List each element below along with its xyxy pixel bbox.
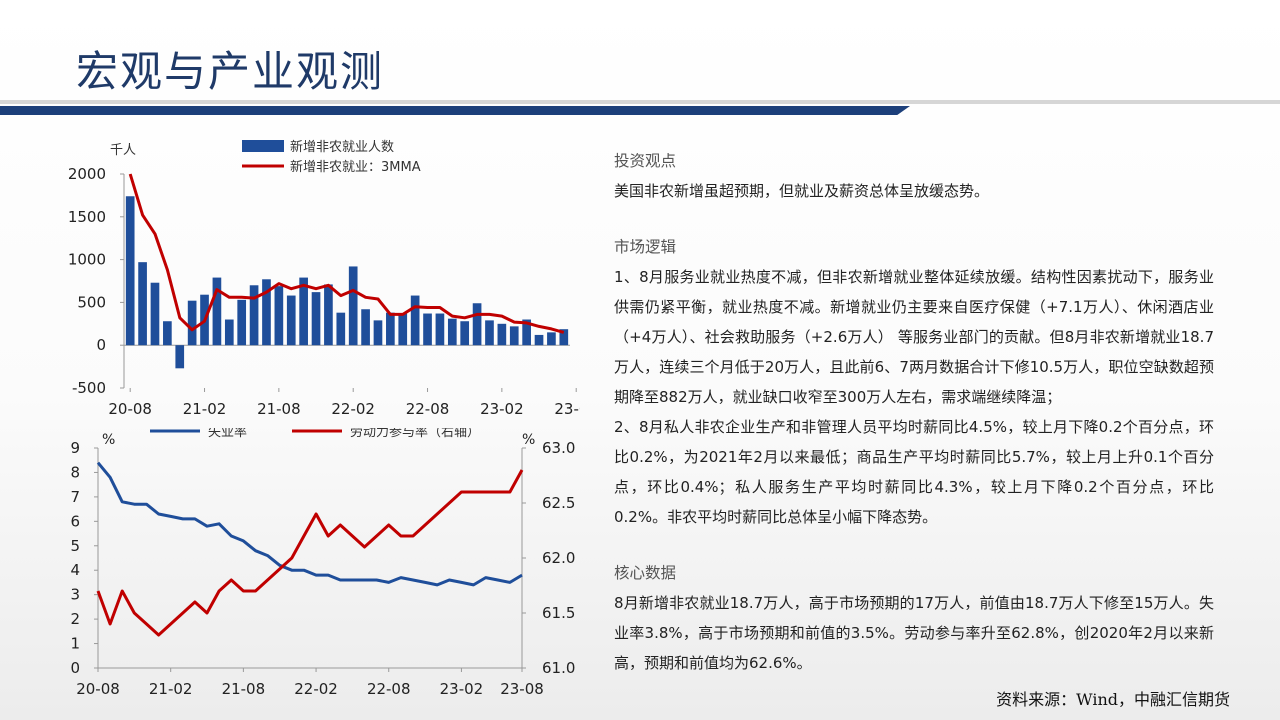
y-axis-unit-left: % [102, 432, 115, 448]
payroll-bar [472, 303, 482, 346]
payroll-bar [386, 312, 395, 346]
payroll-bar [311, 292, 321, 346]
section-text-core-data: 8月新增非农就业18.7万人，高于市场预期的17万人，前值由18.7万人下修至1… [614, 594, 1214, 672]
y-tick-label-left: 4 [70, 561, 80, 579]
payroll-bar [410, 295, 420, 346]
y-tick-label: 500 [77, 293, 106, 311]
x-tick-label: 22-08 [367, 680, 411, 698]
payroll-bar [175, 345, 185, 369]
payroll-bar [460, 321, 470, 346]
x-tick-label: 23-08 [554, 400, 580, 418]
y-tick-label-right: 63.0 [542, 439, 575, 457]
payroll-bar [249, 285, 259, 346]
payroll-bar [534, 334, 544, 346]
section-text-view: 美国非农新增虽超预期，但就业及薪资总体呈放缓态势。 [614, 182, 990, 200]
header: 宏观与产业观测 [0, 0, 1280, 115]
y-tick-label: 2000 [68, 165, 106, 183]
y-tick-label: 0 [96, 336, 106, 354]
y-tick-label-left: 0 [70, 659, 80, 677]
payroll-bar [559, 329, 569, 346]
payroll-bar [373, 320, 383, 346]
payroll-bar [348, 266, 358, 346]
payroll-bar [435, 313, 445, 346]
payroll-bar [163, 321, 172, 346]
header-divider-blue [0, 106, 910, 115]
y-tick-label-left: 8 [70, 463, 80, 481]
payroll-bar [336, 312, 346, 346]
y-tick-label-left: 7 [70, 488, 80, 506]
x-tick-label: 23-02 [480, 400, 524, 418]
y-tick-label: -500 [72, 379, 106, 397]
x-tick-label: 22-02 [331, 400, 375, 418]
x-tick-label: 23-02 [440, 680, 484, 698]
section-title-view: 投资观点 [614, 152, 677, 170]
participation-rate-line [96, 469, 524, 637]
payroll-bar [485, 320, 494, 346]
section-text-logic-2: 2、8月私人非农企业生产和非管理人员平均时薪同比4.5%，较上月下降0.2个百分… [614, 418, 1214, 526]
x-tick-label: 22-02 [294, 680, 338, 698]
source-note: 资料来源：Wind，中融汇信期货 [996, 690, 1230, 709]
y-tick-label-right: 62.5 [542, 494, 575, 512]
y-axis-unit-right: % [522, 432, 535, 448]
payroll-bar [299, 277, 308, 346]
payroll-bar [286, 295, 296, 346]
payroll-bar [423, 313, 432, 346]
x-tick-label: 23-08 [500, 680, 544, 698]
x-tick-label: 21-08 [257, 400, 301, 418]
header-divider-gray [0, 100, 1280, 104]
y-tick-label: 1000 [68, 251, 106, 269]
legend-swatch-bars [242, 140, 284, 152]
legend-label-participation: 劳动力参与率（右轴） [350, 428, 480, 440]
y-tick-label: 1500 [68, 208, 106, 226]
x-tick-label: 20-08 [108, 400, 152, 418]
payroll-bar [138, 262, 147, 346]
legend-label-3mma: 新增非农就业：3MMA [290, 159, 421, 175]
payroll-bar [324, 284, 333, 346]
payroll-bar [497, 323, 507, 346]
payroll-bar [237, 299, 247, 346]
y-tick-label-left: 1 [70, 635, 80, 653]
payroll-bar [125, 196, 135, 346]
x-tick-label: 22-08 [406, 400, 450, 418]
x-tick-label: 21-02 [149, 680, 193, 698]
y-tick-label-right: 62.0 [542, 549, 575, 567]
unemployment-participation-svg: 失业率 劳动力参与率（右轴）% % 0 1 2 3 4 5 6 7 8 9 61.0 61.5 62.0 62.… [70, 424, 575, 698]
payroll-bar [262, 279, 271, 346]
unemployment-participation-chart: 失业率 劳动力参与率（右轴）%% 0 1 2 3 4 5 6 7 8 9 61.0 61.5 62.0 62.… [60, 424, 580, 710]
y-tick-label-left: 2 [70, 610, 80, 628]
payroll-bar [398, 313, 408, 346]
y-tick-label-left: 5 [70, 537, 80, 555]
y-tick-label-left: 9 [70, 439, 80, 457]
legend-label-bars: 新增非农就业人数 [290, 139, 394, 155]
payroll-bar [224, 319, 234, 346]
y-axis-unit: 千人 [110, 143, 136, 158]
y-tick-label-right: 61.0 [542, 659, 575, 677]
payroll-3mma-line [128, 173, 565, 334]
payroll-bar [187, 300, 197, 346]
payroll-bar [361, 309, 370, 346]
nonfarm-payrolls-chart: 千人 新增非农就业人数新增非农就业：3MMA -500 0 500 1000 1500 200… [60, 128, 598, 428]
payroll-bar [522, 319, 531, 346]
payroll-bar [447, 318, 457, 346]
section-title-logic: 市场逻辑 [614, 238, 677, 256]
x-tick-label: 21-02 [183, 400, 227, 418]
x-tick-label: 20-08 [76, 680, 120, 698]
page-title: 宏观与产业观测 [76, 47, 385, 96]
payroll-bar [150, 282, 160, 346]
unemployment-rate-line [96, 461, 523, 587]
section-title-core-data: 核心数据 [614, 564, 677, 582]
section-text-logic-1: 1、8月服务业就业热度不减，但非农新增就业整体延续放缓。结构性因素扰动下，服务业… [614, 268, 1214, 406]
legend-label-unemployment: 失业率 [208, 428, 247, 440]
y-tick-label-right: 61.5 [542, 604, 575, 622]
y-tick-label-left: 6 [70, 512, 80, 530]
payroll-bar [547, 332, 556, 346]
payroll-bar [274, 286, 284, 346]
x-tick-label: 21-08 [222, 680, 266, 698]
payroll-bar [212, 277, 222, 346]
analysis-panel: 投资观点 美国非农新增虽超预期，但就业及薪资总体呈放缓态势。 市场逻辑 1、8月… [614, 146, 1214, 678]
y-tick-label-left: 3 [70, 586, 80, 604]
payroll-bar [509, 326, 519, 346]
